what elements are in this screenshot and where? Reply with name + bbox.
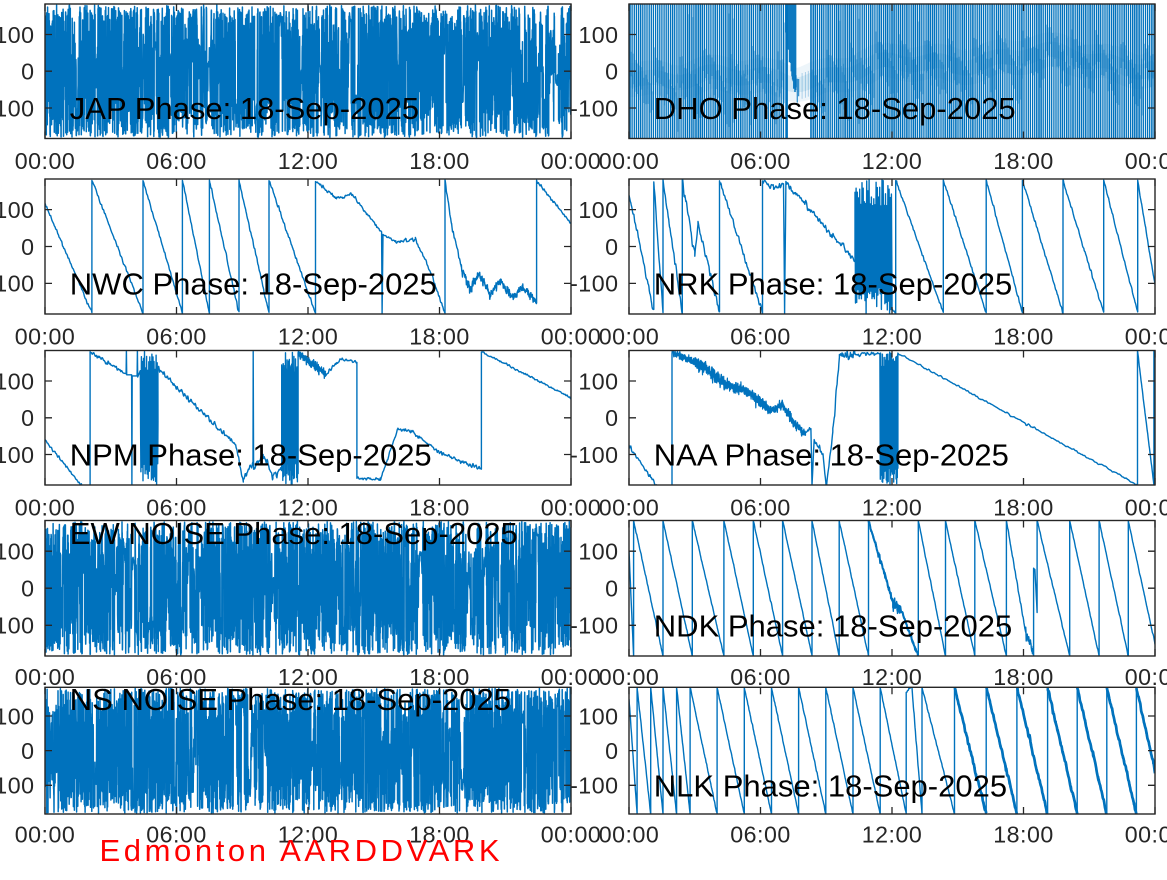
- svg-text:NLK Phase: 18-Sep-2025: NLK Phase: 18-Sep-2025: [654, 769, 1007, 804]
- svg-text:12:00: 12:00: [862, 148, 923, 174]
- svg-text:0: 0: [21, 405, 34, 431]
- svg-text:100: 100: [0, 368, 35, 394]
- svg-text:18:00: 18:00: [993, 494, 1054, 520]
- svg-text:18:00: 18:00: [409, 148, 470, 174]
- svg-text:06:00: 06:00: [146, 664, 207, 690]
- svg-text:18:00: 18:00: [993, 323, 1054, 349]
- svg-text:06:00: 06:00: [730, 323, 791, 349]
- svg-text:0: 0: [605, 738, 618, 764]
- svg-text:0: 0: [21, 576, 34, 602]
- svg-text:0: 0: [21, 59, 34, 85]
- svg-text:12:00: 12:00: [278, 822, 339, 848]
- svg-text:00:00: 00:00: [599, 323, 660, 349]
- svg-text:06:00: 06:00: [730, 494, 791, 520]
- svg-text:Edmonton AARDDVARK: Edmonton AARDDVARK: [100, 833, 504, 868]
- svg-text:00:00: 00:00: [541, 664, 602, 690]
- svg-text:100: 100: [578, 368, 618, 394]
- svg-text:00:00: 00:00: [15, 494, 76, 520]
- svg-text:00:00: 00:00: [15, 664, 76, 690]
- svg-text:0: 0: [21, 234, 34, 260]
- svg-text:00:00: 00:00: [1125, 148, 1167, 174]
- svg-text:12:00: 12:00: [862, 822, 923, 848]
- svg-text:-100: -100: [570, 773, 618, 799]
- svg-text:100: 100: [0, 539, 35, 565]
- svg-text:18:00: 18:00: [409, 494, 470, 520]
- svg-text:12:00: 12:00: [278, 664, 339, 690]
- svg-text:12:00: 12:00: [278, 494, 339, 520]
- svg-text:NWC Phase: 18-Sep-2025: NWC Phase: 18-Sep-2025: [70, 267, 437, 302]
- svg-text:00:00: 00:00: [1125, 323, 1167, 349]
- svg-text:100: 100: [0, 22, 35, 48]
- svg-text:NS NOISE Phase: 18-Sep-2025: NS NOISE Phase: 18-Sep-2025: [70, 682, 511, 717]
- svg-text:06:00: 06:00: [146, 323, 207, 349]
- svg-text:18:00: 18:00: [993, 822, 1054, 848]
- svg-text:06:00: 06:00: [730, 664, 791, 690]
- svg-text:DHO Phase: 18-Sep-2025: DHO Phase: 18-Sep-2025: [654, 91, 1016, 126]
- svg-text:00:00: 00:00: [15, 323, 76, 349]
- svg-text:12:00: 12:00: [278, 148, 339, 174]
- svg-text:00:00: 00:00: [1125, 664, 1167, 690]
- svg-text:100: 100: [578, 539, 618, 565]
- svg-text:100: 100: [578, 197, 618, 223]
- svg-text:00:00: 00:00: [541, 822, 602, 848]
- svg-text:00:00: 00:00: [15, 148, 76, 174]
- svg-text:18:00: 18:00: [993, 664, 1054, 690]
- svg-text:-100: -100: [570, 442, 618, 468]
- svg-text:100: 100: [578, 703, 618, 729]
- svg-text:0: 0: [605, 405, 618, 431]
- svg-text:NPM Phase: 18-Sep-2025: NPM Phase: 18-Sep-2025: [70, 438, 432, 473]
- svg-text:06:00: 06:00: [146, 494, 207, 520]
- svg-text:-100: -100: [570, 271, 618, 297]
- svg-text:EW NOISE Phase: 18-Sep-2025: EW NOISE Phase: 18-Sep-2025: [70, 516, 518, 551]
- svg-text:00:00: 00:00: [1125, 494, 1167, 520]
- svg-text:00:00: 00:00: [599, 148, 660, 174]
- svg-text:06:00: 06:00: [730, 148, 791, 174]
- svg-text:00:00: 00:00: [541, 323, 602, 349]
- svg-text:06:00: 06:00: [146, 148, 207, 174]
- svg-text:-100: -100: [570, 613, 618, 639]
- svg-text:06:00: 06:00: [146, 822, 207, 848]
- svg-text:00:00: 00:00: [1125, 822, 1167, 848]
- svg-text:06:00: 06:00: [730, 822, 791, 848]
- svg-text:JAP Phase: 18-Sep-2025: JAP Phase: 18-Sep-2025: [70, 91, 419, 126]
- svg-text:12:00: 12:00: [862, 494, 923, 520]
- svg-text:NDK Phase: 18-Sep-2025: NDK Phase: 18-Sep-2025: [654, 609, 1012, 644]
- svg-text:00:00: 00:00: [599, 664, 660, 690]
- svg-text:-100: -100: [0, 613, 35, 639]
- svg-text:18:00: 18:00: [409, 664, 470, 690]
- svg-text:-100: -100: [570, 95, 618, 121]
- svg-text:0: 0: [605, 59, 618, 85]
- svg-text:NRK Phase: 18-Sep-2025: NRK Phase: 18-Sep-2025: [654, 267, 1012, 302]
- svg-text:100: 100: [0, 197, 35, 223]
- svg-text:18:00: 18:00: [409, 323, 470, 349]
- svg-text:100: 100: [0, 703, 35, 729]
- svg-text:00:00: 00:00: [541, 148, 602, 174]
- svg-text:12:00: 12:00: [278, 323, 339, 349]
- svg-text:18:00: 18:00: [409, 822, 470, 848]
- svg-text:100: 100: [578, 22, 618, 48]
- svg-text:-100: -100: [0, 442, 35, 468]
- svg-text:00:00: 00:00: [599, 494, 660, 520]
- svg-text:00:00: 00:00: [15, 822, 76, 848]
- svg-text:-100: -100: [0, 773, 35, 799]
- svg-text:0: 0: [605, 576, 618, 602]
- svg-text:-100: -100: [0, 271, 35, 297]
- svg-text:-100: -100: [0, 95, 35, 121]
- svg-text:0: 0: [21, 738, 34, 764]
- svg-text:18:00: 18:00: [993, 148, 1054, 174]
- svg-text:00:00: 00:00: [599, 822, 660, 848]
- svg-text:00:00: 00:00: [541, 494, 602, 520]
- svg-text:0: 0: [605, 234, 618, 260]
- svg-text:12:00: 12:00: [862, 323, 923, 349]
- svg-text:NAA Phase: 18-Sep-2025: NAA Phase: 18-Sep-2025: [654, 438, 1009, 473]
- svg-text:12:00: 12:00: [862, 664, 923, 690]
